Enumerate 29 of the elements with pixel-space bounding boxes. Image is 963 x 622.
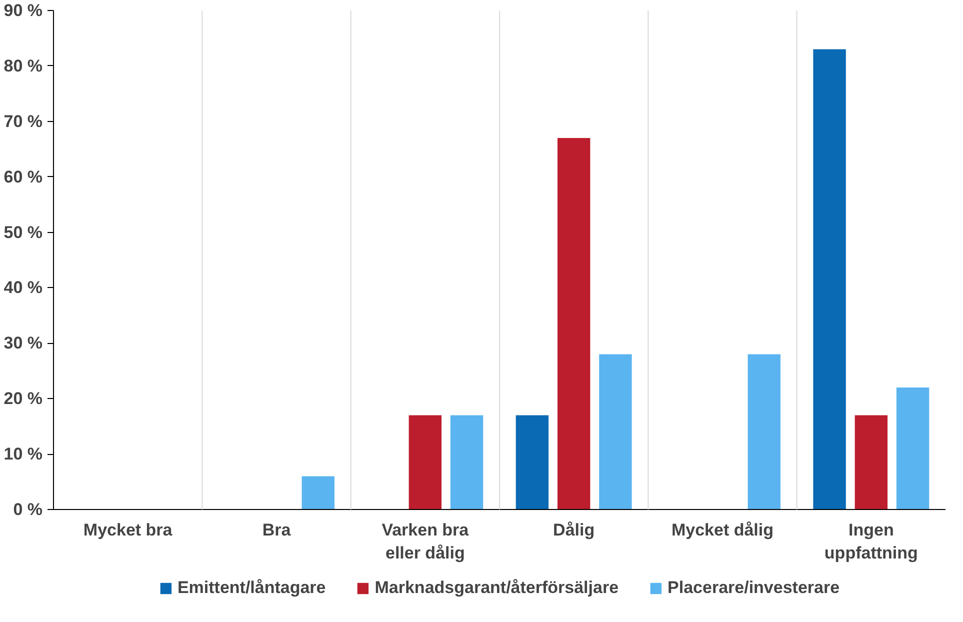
legend-label: Marknadsgarant/återförsäljare <box>374 578 619 598</box>
y-tick-label: 90 % <box>4 1 42 20</box>
bar <box>748 354 780 510</box>
y-tick-label: 70 % <box>4 112 42 131</box>
bar <box>599 354 632 510</box>
x-tick-label: Bra <box>262 520 292 540</box>
y-tick-label: 40 % <box>4 278 42 298</box>
x-tick-label: Dålig <box>553 520 595 540</box>
y-tick-label: 50 % <box>4 222 42 242</box>
y-tick-label: 60 % <box>4 167 42 186</box>
x-tick-label: Varken bra eller dålig <box>382 520 470 562</box>
x-tick-label: Mycket bra <box>83 520 173 540</box>
bar <box>854 415 888 510</box>
x-tick-label: Mycket dålig <box>671 520 774 540</box>
bar <box>408 415 442 510</box>
y-tick-label: 0 % <box>13 500 43 519</box>
bar <box>557 138 590 510</box>
bar <box>302 476 334 510</box>
bar <box>896 388 930 510</box>
bar <box>450 415 484 510</box>
y-tick-label: 10 % <box>4 444 42 464</box>
bar <box>516 415 549 510</box>
bar <box>813 49 846 510</box>
y-tick-label: 30 % <box>4 334 42 353</box>
legend-label: Emittent/låntagare <box>177 578 326 598</box>
x-tick-label: Ingen uppfattning <box>824 520 918 562</box>
legend-label: Placerare/investerare <box>668 578 840 598</box>
y-tick-label: 20 % <box>4 389 42 408</box>
y-tick-label: 80 % <box>4 56 42 76</box>
